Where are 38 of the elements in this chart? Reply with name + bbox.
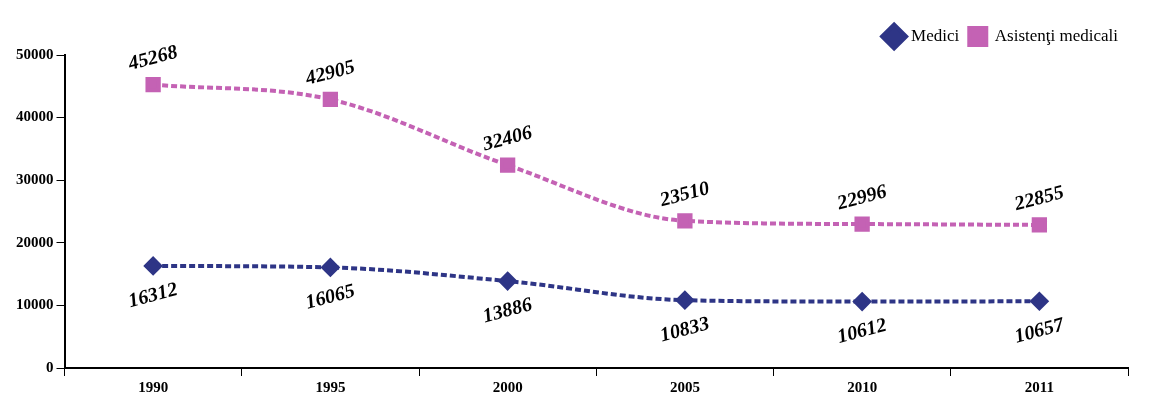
- point: [144, 256, 163, 275]
- x-tick-label: 2011: [1024, 378, 1054, 395]
- x-tick-label: 2010: [847, 378, 878, 395]
- data-label: 10833: [657, 311, 712, 346]
- point: [677, 213, 693, 229]
- data-label: 10657: [1011, 312, 1067, 347]
- data-label: 16312: [125, 277, 180, 312]
- data-label: 22996: [833, 179, 889, 214]
- point: [321, 258, 340, 277]
- data-label: 42905: [301, 54, 357, 89]
- point: [854, 216, 870, 232]
- x-tick-label: 2005: [669, 378, 700, 395]
- point: [853, 292, 872, 311]
- point: [498, 272, 517, 291]
- y-tick-label: 50000: [16, 45, 54, 62]
- x-tick-label: 2000: [492, 378, 523, 395]
- legend-label: Asistenţi medicali: [994, 25, 1119, 45]
- data-label: 32406: [479, 120, 535, 155]
- point: [145, 76, 161, 93]
- point: [499, 157, 516, 173]
- y-tick-label: 40000: [16, 108, 54, 125]
- data-label: 45268: [124, 39, 180, 75]
- point: [1030, 292, 1049, 311]
- point: [322, 91, 339, 108]
- data-label: 13886: [480, 292, 535, 327]
- x-tick-label: 1990: [138, 378, 169, 395]
- point: [1031, 217, 1048, 233]
- y-tick-label: 20000: [16, 233, 54, 250]
- y-tick-label: 30000: [16, 171, 54, 188]
- data-label: 16065: [302, 278, 357, 313]
- x-tick-label: 1995: [315, 378, 346, 395]
- y-tick-label: 0: [46, 358, 54, 375]
- data-label: 10612: [834, 312, 889, 347]
- data-label: 23510: [656, 176, 712, 211]
- y-tick-label: 10000: [16, 296, 54, 313]
- legend-label: Medici: [911, 25, 960, 45]
- data-label: 22855: [1010, 180, 1066, 215]
- point: [675, 291, 694, 310]
